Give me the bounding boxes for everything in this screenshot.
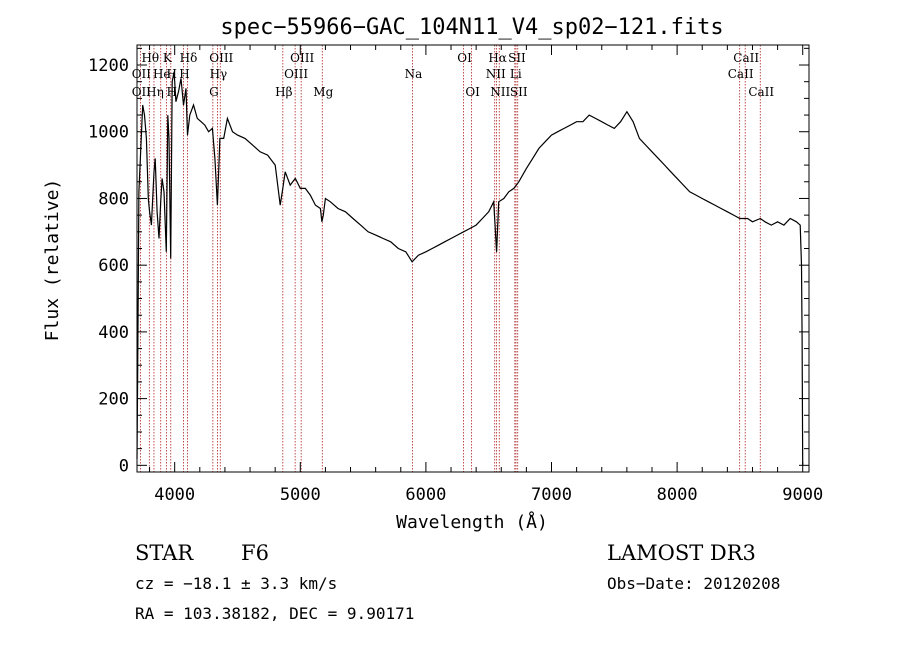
spectral-line-label: OI (457, 51, 472, 65)
survey-name: LAMOST DR3 (607, 541, 756, 565)
spectral-line-label: CaII (748, 85, 774, 99)
spectral-line-label: NII (490, 85, 510, 99)
spectral-line-label: OII (132, 67, 152, 81)
x-axis-label: Wavelength (Å) (396, 511, 548, 533)
spectral-line-label: Hα (488, 51, 507, 65)
spectral-line-label: OI (465, 85, 480, 99)
spectral-line-label: Hβ (275, 85, 292, 99)
spectral-line-label: Hδ (180, 51, 198, 65)
spectral-line-label: Hγ (210, 67, 228, 81)
spectral-line-label: SII (510, 85, 528, 99)
y-tick-label: 1000 (88, 123, 129, 143)
spectral-line-label: He (153, 67, 171, 81)
spectral-line-markers (139, 45, 761, 472)
spectral-line-label: CaII (728, 67, 754, 81)
chart-title: spec−55966−GAC_104N11_V4_sp02−121.fits (220, 15, 723, 40)
spectral-line-label: OIII (284, 67, 308, 81)
spectral-line-label: K (163, 51, 173, 65)
x-tick-label: 4000 (154, 485, 195, 505)
y-axis-label: Flux (relative) (42, 179, 63, 342)
spectral-line-label: Li (510, 67, 522, 81)
y-tick-label: 800 (98, 189, 129, 209)
spectral-line-label: CaII (733, 51, 759, 65)
y-tick-label: 200 (98, 390, 129, 410)
object-subclass: F6 (241, 541, 269, 565)
spectral-line-label: H (167, 67, 177, 81)
x-tick-label: 8000 (657, 485, 698, 505)
spectrum-series-line (136, 71, 804, 466)
x-tick-label: 5000 (280, 485, 321, 505)
plot-frame (136, 44, 810, 473)
redshift-cz: cz = −18.1 ± 3.3 km/s (135, 574, 337, 593)
x-tick-label: 7000 (531, 485, 572, 505)
y-tick-label: 400 (98, 323, 129, 343)
spectral-line-label: Hθ (141, 51, 159, 65)
spectral-line-label: OIII (290, 51, 314, 65)
y-tick-label: 1200 (88, 56, 129, 76)
y-axis-ticks: 0 200 400 600 800 1000 1200 (88, 47, 809, 476)
spectral-line-label: Hη (146, 85, 164, 99)
sky-coordinates: RA = 103.38182, DEC = 9.90171 (135, 604, 414, 623)
observation-date: Obs−Date: 20120208 (607, 574, 780, 593)
spectral-line-label: SII (508, 51, 526, 65)
spectral-line-label: Mg (313, 85, 333, 99)
spectral-line-label: NII (486, 67, 506, 81)
x-axis-ticks: 4000 5000 6000 7000 8000 9000 (149, 45, 823, 505)
object-class: STAR (135, 541, 194, 565)
spectral-line-label: G (209, 85, 219, 99)
spectral-line-label: OIII (209, 51, 233, 65)
x-tick-label: 6000 (405, 485, 446, 505)
spectral-line-label: H (179, 67, 189, 81)
x-tick-label: 9000 (782, 485, 823, 505)
y-tick-label: 0 (119, 456, 129, 476)
spectral-line-label: Na (405, 67, 423, 81)
y-tick-label: 600 (98, 256, 129, 276)
